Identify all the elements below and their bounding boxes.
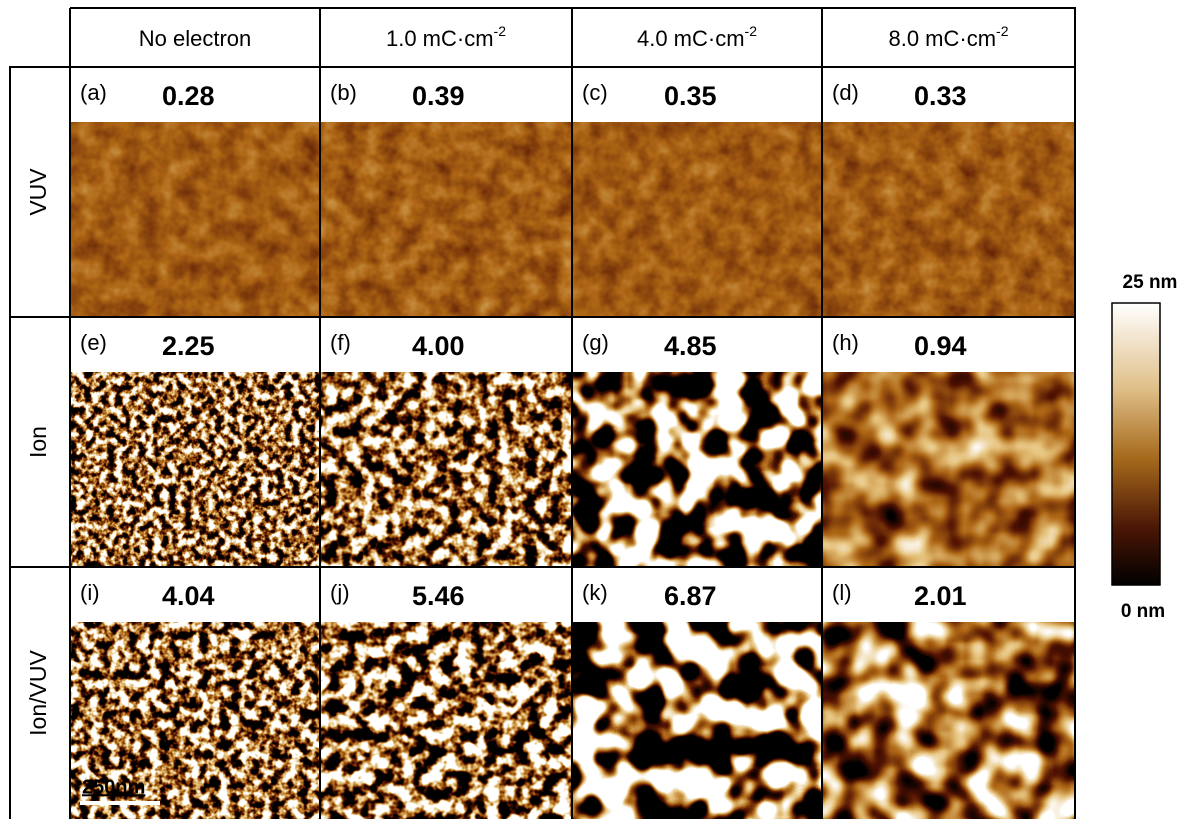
roughness-value: 2.25 xyxy=(162,331,215,361)
row-label: Ion xyxy=(25,426,51,458)
roughness-value: 0.35 xyxy=(664,81,717,111)
panel-label: (h) xyxy=(832,330,859,355)
afm-image xyxy=(823,622,1074,819)
panel-label: (a) xyxy=(80,80,107,105)
row-label: Ion/VUV xyxy=(25,650,51,736)
column-header-sup: -2 xyxy=(745,23,758,39)
column-header: 4.0 mC·cm-2 xyxy=(637,23,757,51)
scale-bar xyxy=(80,801,160,805)
colorbar-max: 25 nm xyxy=(1123,272,1178,293)
panel-label: (k) xyxy=(582,580,608,605)
column-header-text: 4.0 mC·cm xyxy=(637,26,745,51)
column-header-text: 8.0 mC·cm xyxy=(888,26,996,51)
row-label: VUV xyxy=(25,168,51,216)
afm-image xyxy=(823,372,1074,567)
column-header: 8.0 mC·cm-2 xyxy=(888,23,1008,51)
panel-label: (i) xyxy=(80,580,100,605)
afm-image xyxy=(71,372,319,567)
roughness-value: 2.01 xyxy=(914,581,967,611)
column-header-sup: -2 xyxy=(494,23,507,39)
panel-label: (c) xyxy=(582,80,608,105)
column-header-text: 1.0 mC·cm xyxy=(386,26,494,51)
panel-label: (b) xyxy=(330,80,357,105)
afm-image xyxy=(321,122,571,317)
panel-label: (f) xyxy=(330,330,351,355)
roughness-value: 6.87 xyxy=(664,581,717,611)
column-header-sup: -2 xyxy=(996,23,1009,39)
afm-image xyxy=(71,122,319,317)
column-header: No electron xyxy=(139,26,252,51)
column-header: 1.0 mC·cm-2 xyxy=(386,23,506,51)
roughness-value: 4.00 xyxy=(412,331,465,361)
colorbar xyxy=(1112,303,1160,585)
roughness-value: 4.85 xyxy=(664,331,717,361)
afm-image xyxy=(573,372,821,567)
roughness-value: 0.28 xyxy=(162,81,215,111)
panel-label: (j) xyxy=(330,580,350,605)
panel-label: (e) xyxy=(80,330,107,355)
roughness-value: 5.46 xyxy=(412,581,465,611)
figure: No electron1.0 mC·cm-24.0 mC·cm-28.0 mC·… xyxy=(0,0,1189,819)
afm-image xyxy=(573,622,821,819)
panel-label: (l) xyxy=(832,580,852,605)
roughness-value: 0.33 xyxy=(914,81,967,111)
roughness-value: 4.04 xyxy=(162,581,215,611)
colorbar-min: 0 nm xyxy=(1121,601,1165,622)
roughness-value: 0.39 xyxy=(412,81,465,111)
column-header-text: No electron xyxy=(139,26,252,51)
panel-label: (g) xyxy=(582,330,609,355)
panel-label: (d) xyxy=(832,80,859,105)
afm-image xyxy=(573,122,821,317)
afm-image xyxy=(321,622,571,819)
roughness-value: 0.94 xyxy=(914,331,967,361)
afm-image xyxy=(321,372,571,567)
afm-image xyxy=(823,122,1074,317)
scale-bar-label: 250nm xyxy=(82,776,145,798)
